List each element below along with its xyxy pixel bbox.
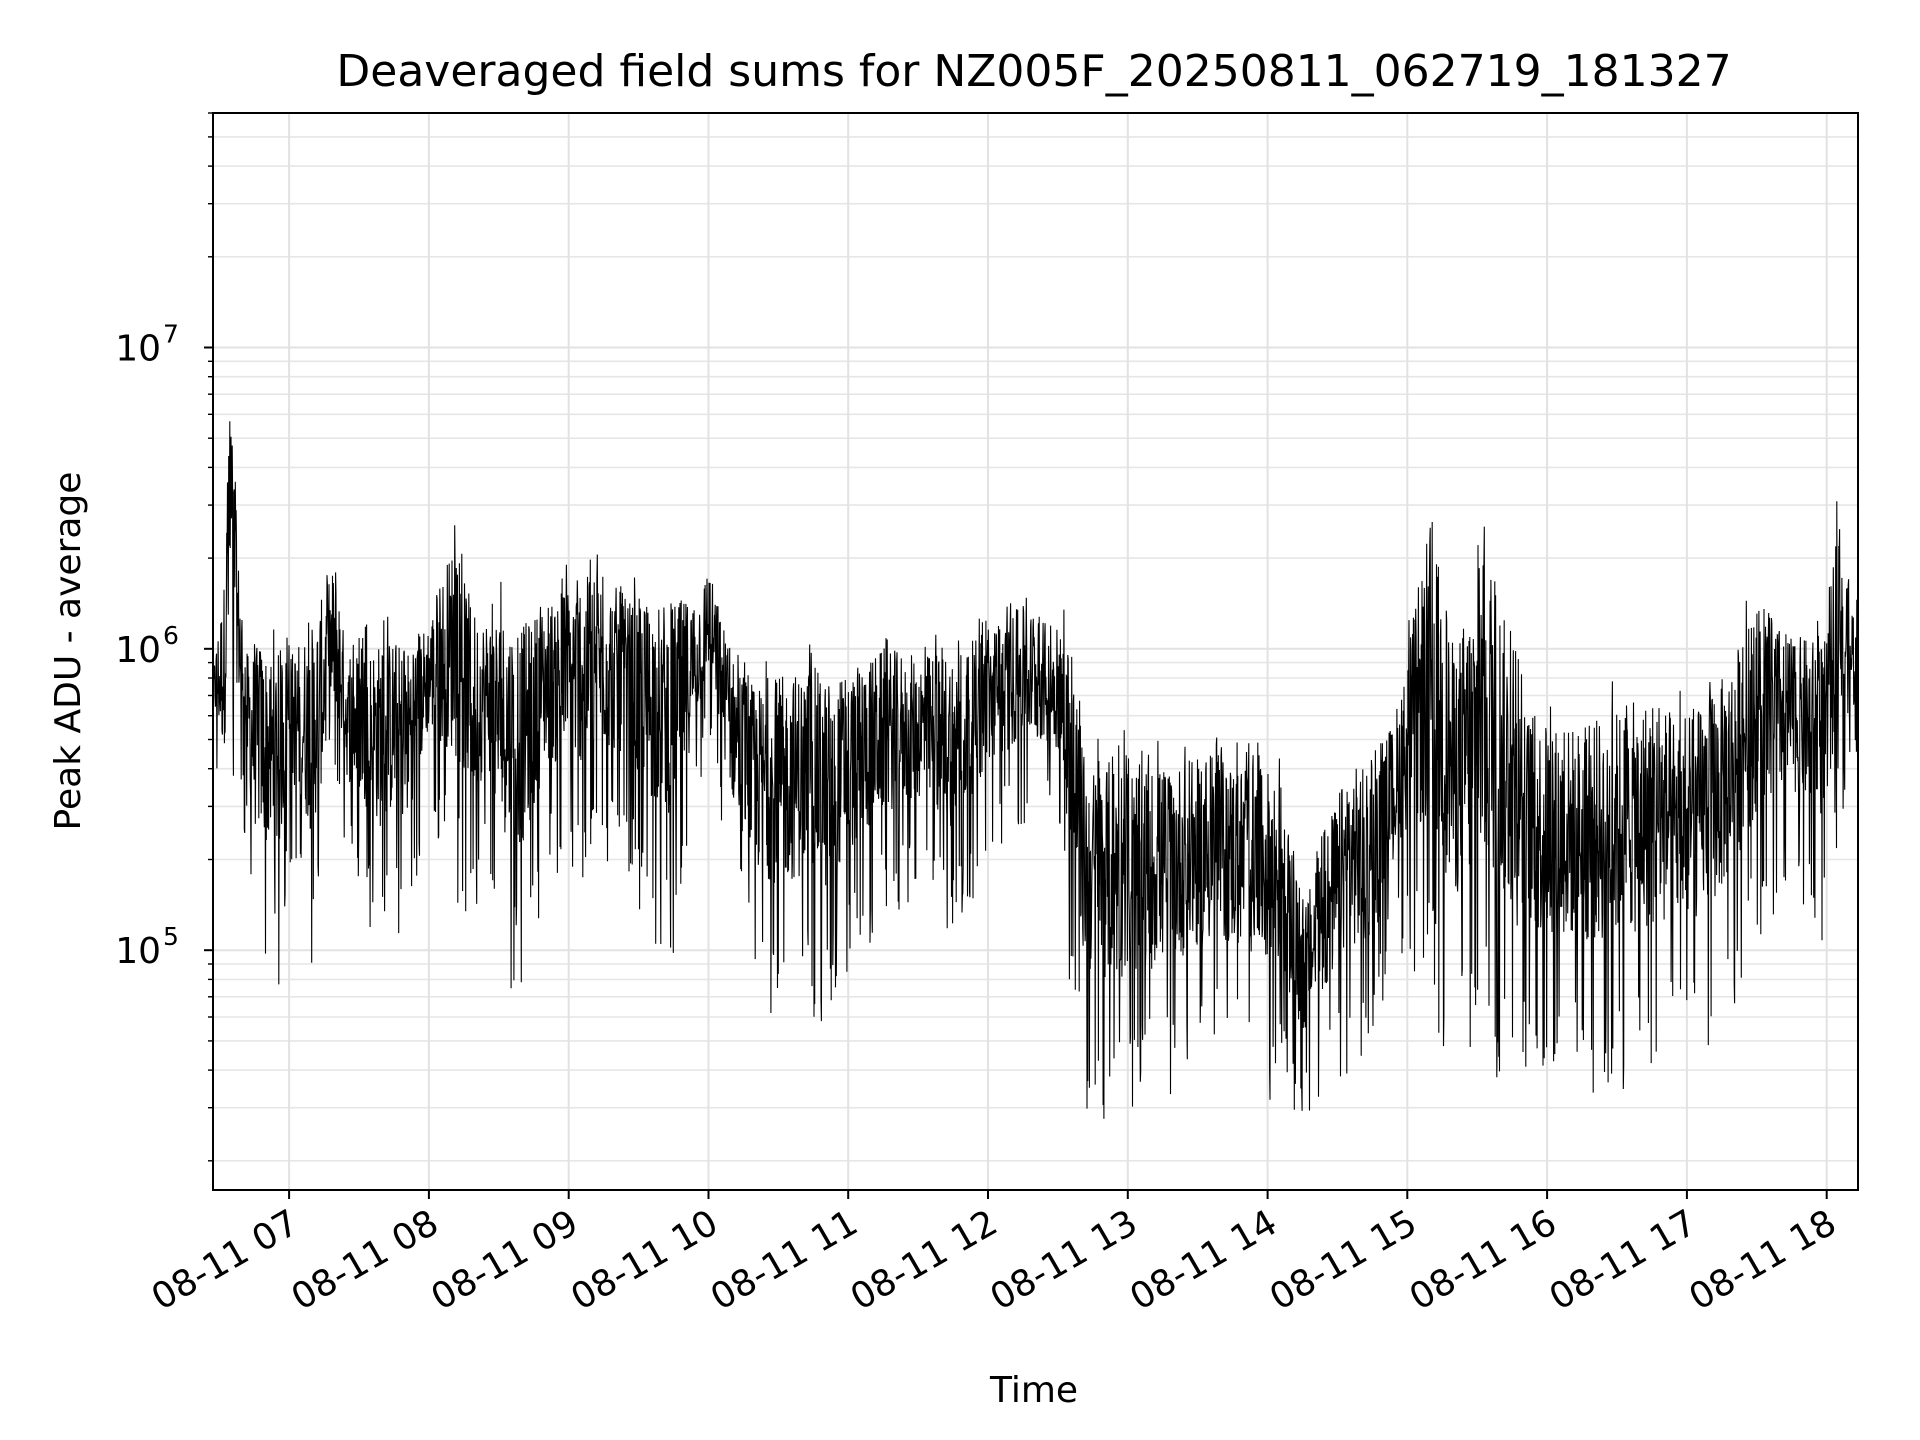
y-axis-label: Peak ADU - average xyxy=(48,472,89,831)
y-tick-label: 10 xyxy=(115,329,161,370)
y-tick-label-exponent: 5 xyxy=(163,922,179,951)
y-tick-label: 10 xyxy=(115,931,161,972)
plot-frame xyxy=(212,112,1859,1191)
series-line-0 xyxy=(212,421,1859,1119)
chart-title: Deaveraged field sums for NZ005F_2025081… xyxy=(336,46,1731,97)
y-tick-label: 10 xyxy=(115,630,161,671)
y-tick-label-exponent: 6 xyxy=(163,621,179,650)
series-layer xyxy=(212,421,1859,1119)
y-tick-label-exponent: 7 xyxy=(163,320,179,349)
x-axis-label: Time xyxy=(989,1370,1078,1411)
